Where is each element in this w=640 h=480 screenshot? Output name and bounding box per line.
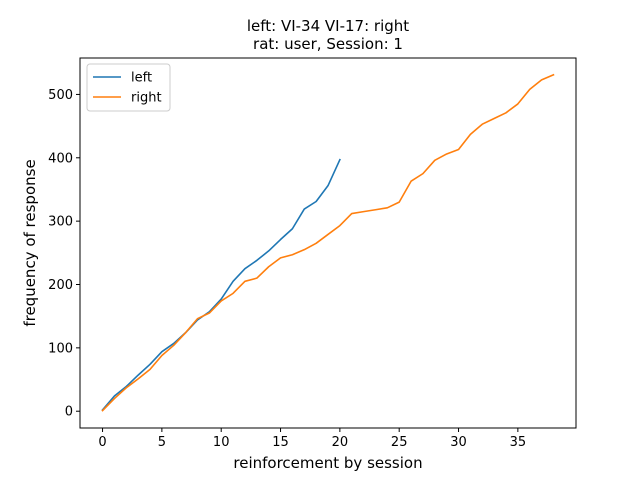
y-axis-ticks: 0 100 200 300 400 500 [48, 88, 80, 420]
y-tick-label: 0 [65, 405, 73, 420]
y-tick-label: 400 [48, 151, 73, 166]
x-tick-label: 20 [332, 435, 349, 450]
y-tick-label: 100 [48, 341, 73, 356]
y-tick-label: 300 [48, 215, 73, 230]
x-axis-ticks: 0 5 10 15 20 25 30 35 [98, 428, 526, 450]
series-lines [101, 73, 555, 412]
chart-title-line-1: left: VI-34 VI-17: right [247, 17, 409, 35]
legend: left right [86, 63, 171, 112]
legend-label-right: right [131, 91, 162, 106]
plot-frame [79, 57, 577, 429]
y-axis-label: frequency of response [21, 159, 39, 326]
legend-label-left: left [131, 71, 152, 86]
legend-box [86, 63, 171, 112]
chart-title-line-2: rat: user, Session: 1 [253, 35, 403, 53]
x-tick-label: 30 [450, 435, 467, 450]
y-tick-label: 500 [48, 88, 73, 103]
x-tick-label: 0 [98, 435, 106, 450]
x-tick-label: 15 [272, 435, 289, 450]
x-axis-label: reinforcement by session [233, 454, 422, 472]
x-tick-label: 35 [510, 435, 527, 450]
x-tick-label: 10 [213, 435, 230, 450]
x-tick-label: 5 [158, 435, 166, 450]
series-line-right [101, 73, 555, 412]
y-tick-label: 200 [48, 278, 73, 293]
x-tick-label: 25 [391, 435, 408, 450]
series-line-left [101, 158, 341, 412]
